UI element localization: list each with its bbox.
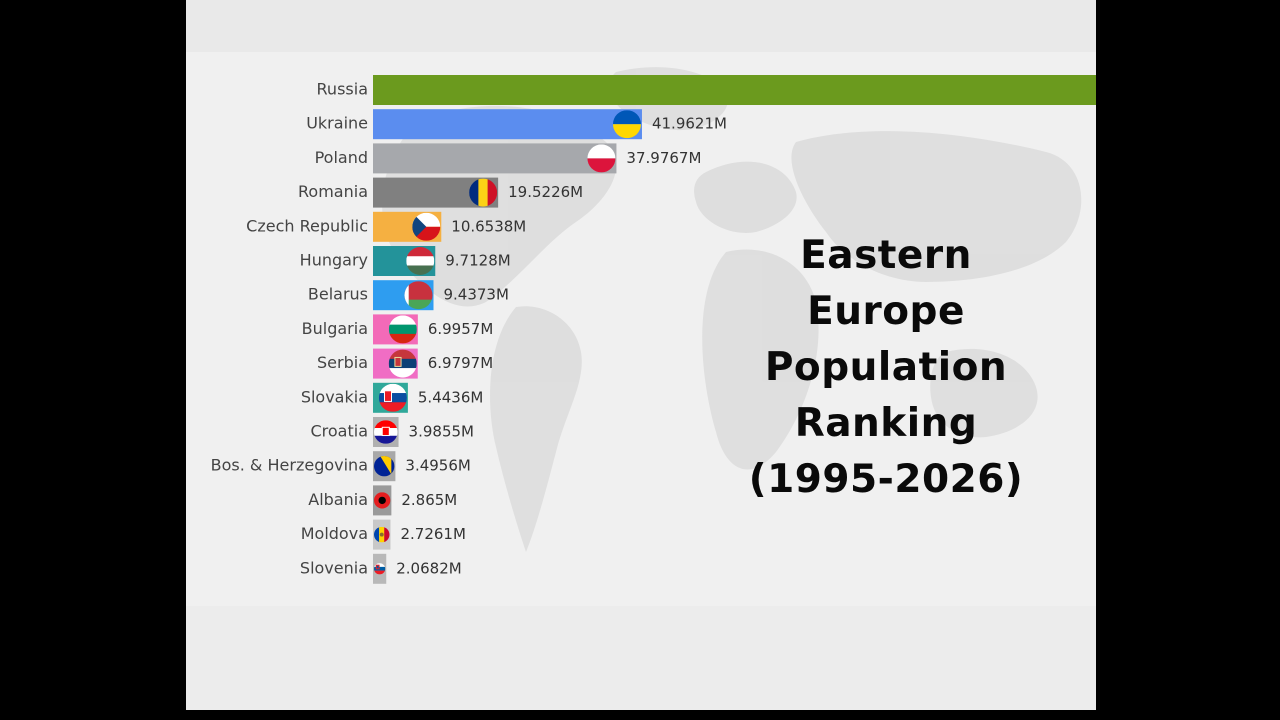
- bar-row: Poland 37.9767M: [315, 143, 701, 174]
- value-label: 6.9957M: [428, 320, 493, 338]
- value-label: 9.4373M: [443, 286, 508, 304]
- romania-flag-icon: [469, 178, 498, 207]
- category-label: Russia: [317, 80, 368, 99]
- belarus-flag-icon: [404, 281, 433, 310]
- category-label: Belarus: [308, 285, 368, 304]
- bar-row: Hungary 9.7128M: [300, 246, 511, 276]
- bar-chart: Russia Ukraine 41.9621M Poland 37.9767M Roman…: [211, 75, 1096, 584]
- bar: [373, 75, 1096, 105]
- bar-row: Russia: [317, 75, 1096, 105]
- bar-row: Croatia 3.9855M: [310, 417, 474, 447]
- category-label: Poland: [315, 148, 368, 167]
- bar-row: Belarus 9.4373M: [308, 280, 509, 311]
- bar-row: Slovenia 2.0682M: [300, 553, 462, 584]
- value-label: 41.9621M: [652, 115, 727, 133]
- bar-row: Moldova 2.7261M: [301, 519, 466, 550]
- title-line: Ranking: [794, 401, 978, 446]
- value-label: 5.4436M: [418, 388, 483, 406]
- value-label: 10.6538M: [451, 217, 526, 235]
- title-line: Eastern: [800, 233, 972, 278]
- category-label: Czech Republic: [246, 216, 368, 235]
- value-label: 2.865M: [401, 491, 457, 509]
- value-label: 2.7261M: [400, 525, 465, 543]
- albania-flag-icon: [374, 492, 391, 509]
- chart-title: Eastern Europe Population Ranking (1995-…: [716, 228, 1056, 508]
- value-label: 6.9797M: [428, 354, 493, 372]
- hungary-flag-icon: [406, 247, 435, 275]
- category-label: Bos. & Herzegovina: [211, 456, 368, 475]
- bar-row: Bulgaria 6.9957M: [302, 314, 493, 345]
- bulgaria-flag-icon: [388, 315, 417, 344]
- category-label: Ukraine: [306, 114, 368, 133]
- ukraine-flag-icon: [612, 110, 641, 139]
- bar: [373, 109, 642, 140]
- category-label: Slovakia: [301, 387, 368, 406]
- value-label: 2.0682M: [396, 559, 461, 577]
- slovakia-flag-icon: [378, 383, 407, 412]
- category-label: Moldova: [301, 524, 368, 543]
- title-line: Europe: [807, 289, 965, 334]
- bar-row: Romania 19.5226M: [298, 177, 583, 208]
- bosnia-flag-icon: [374, 455, 395, 477]
- video-frame: Russia Ukraine 41.9621M Poland 37.9767M Roman…: [186, 0, 1096, 710]
- category-label: Croatia: [310, 422, 368, 441]
- bar-row: Czech Republic 10.6538M: [246, 211, 526, 242]
- czech-flag-icon: [412, 212, 441, 241]
- croatia-flag-icon: [374, 420, 398, 444]
- bar-row: Serbia 6.9797M: [317, 348, 493, 379]
- category-label: Albania: [308, 490, 368, 509]
- slovenia-flag-icon: [374, 563, 386, 575]
- bar-row: Ukraine 41.9621M: [306, 109, 727, 140]
- serbia-flag-icon: [388, 349, 417, 378]
- poland-flag-icon: [587, 144, 616, 173]
- moldova-flag-icon: [374, 526, 390, 543]
- category-label: Romania: [298, 182, 368, 201]
- value-label: 9.7128M: [445, 252, 510, 270]
- value-label: 3.4956M: [405, 457, 470, 475]
- bar-row: Albania 2.865M: [308, 485, 457, 516]
- category-label: Slovenia: [300, 558, 368, 577]
- bar-row: Bos. & Herzegovina 3.4956M: [211, 451, 471, 482]
- value-label: 3.9855M: [409, 423, 474, 441]
- top-band: [186, 0, 1096, 52]
- bottom-band: [186, 606, 1096, 710]
- value-label: 37.9767M: [626, 149, 701, 167]
- title-line: Population: [764, 345, 1008, 390]
- category-label: Bulgaria: [302, 319, 368, 338]
- category-label: Hungary: [300, 251, 368, 270]
- bar-row: Slovakia 5.4436M: [301, 382, 483, 413]
- bar: [373, 143, 617, 174]
- title-line: (1995-2026): [748, 457, 1024, 502]
- category-label: Serbia: [317, 353, 368, 372]
- value-label: 19.5226M: [508, 183, 583, 201]
